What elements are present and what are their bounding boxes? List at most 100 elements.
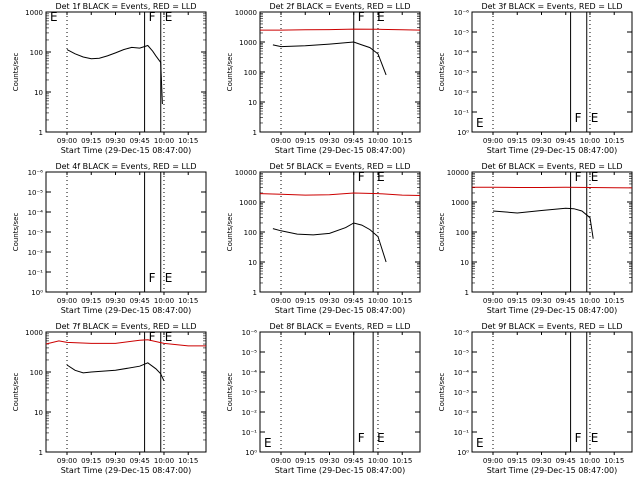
x-tick-label: 09:00 [57,457,77,465]
x-tick-label: 10:15 [392,137,412,145]
y-tick-label: 1 [253,129,257,137]
y-tick-label: 100 [30,369,43,377]
marker-label: E [50,10,58,24]
marker-label: E [165,10,173,24]
marker-label: E [377,170,385,184]
y-tick-label: 10 [248,259,257,267]
marker-label: F [575,170,582,184]
x-tick-label: 10:15 [178,297,198,305]
marker-label: E [264,436,272,450]
y-axis-label: Counts/sec [12,373,20,412]
y-tick-label: 10000 [235,9,257,17]
x-tick-label: 09:00 [57,137,77,145]
x-axis-label: Start Time (29-Dec-15 08:47:00) [487,466,618,475]
marker-label: F [149,271,156,285]
y-tick-label: 10⁻³ [28,229,44,237]
panel-title: Det 5f BLACK = Events, RED = LLD [269,162,410,171]
y-tick-label: 1 [39,449,43,457]
marker-label: E [476,116,484,130]
lld-series-line [472,186,633,189]
x-tick-label: 09:30 [105,457,125,465]
x-axis-label: Start Time (29-Dec-15 08:47:00) [275,146,406,155]
lld-series-line [260,28,421,31]
y-tick-label: 10⁻⁶ [242,329,258,337]
plot-frame [45,11,207,133]
plot-frame [259,171,421,293]
y-tick-label: 10⁻² [242,409,258,417]
marker-label: F [149,10,156,24]
plot-frame [45,331,207,453]
panel-title: Det 2f BLACK = Events, RED = LLD [269,2,410,11]
x-tick-label: 10:00 [154,457,174,465]
panel-1: Det 1f BLACK = Events, RED = LLD 09:00 09:… [12,2,207,155]
marker-label: E [377,10,385,24]
marker-label: F [358,431,365,445]
marker-label: E [377,431,385,445]
x-tick-label: 09:15 [507,297,527,305]
y-tick-label: 1 [465,289,469,297]
y-tick-label: 10⁻¹ [28,269,44,277]
x-tick-label: 09:15 [507,137,527,145]
marker-label: F [575,431,582,445]
x-tick-label: 10:00 [154,137,174,145]
x-tick-label: 10:00 [154,297,174,305]
y-tick-label: 10⁻⁵ [28,189,44,197]
x-tick-label: 09:45 [130,457,150,465]
marker-label: E [165,271,173,285]
y-axis-label: Counts/sec [226,213,234,252]
y-tick-label: 10000 [235,169,257,177]
x-axis-label: Start Time (29-Dec-15 08:47:00) [275,466,406,475]
y-tick-label: 10⁻² [454,409,470,417]
x-tick-label: 09:00 [271,137,291,145]
y-axis-label: Counts/sec [226,373,234,412]
y-tick-label: 10⁻⁵ [454,29,470,37]
x-tick-label: 09:30 [105,297,125,305]
x-tick-label: 10:15 [604,137,624,145]
y-tick-label: 10⁻⁴ [28,209,44,217]
x-tick-label: 10:15 [392,297,412,305]
x-tick-label: 09:00 [271,457,291,465]
y-tick-label: 10000 [447,169,469,177]
x-tick-label: 09:30 [531,297,551,305]
x-tick-label: 09:15 [81,297,101,305]
x-tick-label: 09:15 [295,457,315,465]
y-tick-label: 10 [34,409,43,417]
panel-title: Det 4f BLACK = Events, RED = LLD [55,162,196,171]
x-tick-label: 09:45 [130,137,150,145]
x-tick-label: 10:15 [178,137,198,145]
x-tick-label: 09:00 [483,137,503,145]
y-tick-label: 10⁻² [28,249,44,257]
marker-label: E [591,431,599,445]
x-axis-label: Start Time (29-Dec-15 08:47:00) [275,306,406,315]
y-tick-label: 1 [39,129,43,137]
x-tick-label: 09:30 [531,457,551,465]
x-tick-label: 09:45 [556,137,576,145]
y-tick-label: 100 [244,69,257,77]
marker-label: F [149,330,156,344]
panel-4: Det 4f BLACK = Events, RED = LLD 09:00 09:… [12,162,207,315]
x-tick-label: 10:15 [178,457,198,465]
x-axis-label: Start Time (29-Dec-15 08:47:00) [61,146,192,155]
y-tick-label: 10⁻⁶ [454,329,470,337]
y-tick-label: 1000 [25,9,43,17]
panel-title: Det 7f BLACK = Events, RED = LLD [55,322,196,331]
panel-5: Det 5f BLACK = Events, RED = LLD 09:00 09:… [226,162,421,315]
y-axis-label: Counts/sec [438,373,446,412]
x-tick-label: 09:30 [105,137,125,145]
marker-label: E [476,436,484,450]
x-tick-label: 09:30 [531,137,551,145]
x-tick-label: 09:00 [483,297,503,305]
x-axis-label: Start Time (29-Dec-15 08:47:00) [487,146,618,155]
plot-frame [259,331,421,453]
y-tick-label: 10⁻³ [242,389,258,397]
y-tick-label: 100 [456,229,469,237]
panel-title: Det 1f BLACK = Events, RED = LLD [55,2,196,11]
x-tick-label: 09:30 [319,137,339,145]
x-tick-label: 09:45 [556,297,576,305]
y-tick-label: 1000 [239,199,257,207]
y-tick-label: 10⁰ [457,449,469,457]
x-tick-label: 09:45 [130,297,150,305]
x-tick-label: 10:00 [580,457,600,465]
plot-frame [471,11,633,133]
